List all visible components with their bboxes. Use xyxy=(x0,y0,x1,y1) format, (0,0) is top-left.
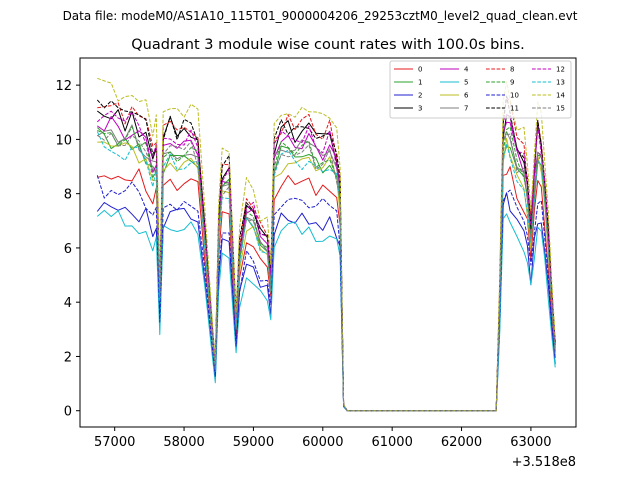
legend-label-8: 8 xyxy=(510,66,514,74)
legend-box xyxy=(389,60,572,119)
axes-frame xyxy=(79,57,577,428)
legend-label-9: 9 xyxy=(510,79,514,87)
y-tick-label: 2 xyxy=(64,350,72,365)
y-tick-label: 4 xyxy=(64,296,72,311)
axes: 57000 58000 59000 60000 61000 62000 63000 0 2 4 6 8… xyxy=(55,57,577,450)
legend-label-15: 15 xyxy=(556,105,565,113)
y-tick-label: 6 xyxy=(64,242,72,257)
legend-label-5: 5 xyxy=(464,79,468,87)
legend-label-7: 7 xyxy=(464,105,468,113)
x-tick-label: 62000 xyxy=(441,435,482,450)
series-line-13 xyxy=(96,131,556,412)
x-tick-label: 58000 xyxy=(163,435,204,450)
x-tick-label: 57000 xyxy=(94,435,135,450)
legend-label-13: 13 xyxy=(556,79,565,87)
chart-title: Quadrant 3 module wise count rates with … xyxy=(131,37,525,53)
legend-label-0: 0 xyxy=(418,66,422,74)
legend-label-12: 12 xyxy=(556,66,565,74)
legend-label-6: 6 xyxy=(464,92,469,100)
x-tick-label: 60000 xyxy=(302,435,343,450)
series-line-10 xyxy=(96,175,556,412)
chart-suptitle: Data file: modeM0/AS1A10_115T01_90000042… xyxy=(63,9,578,23)
legend-label-2: 2 xyxy=(418,92,422,100)
legend-label-10: 10 xyxy=(510,92,519,100)
x-tick-label: 59000 xyxy=(233,435,274,450)
y-tick-label: 10 xyxy=(55,133,72,148)
legend-label-4: 4 xyxy=(464,66,469,74)
x-offset-text: +3.518e8 xyxy=(512,455,576,470)
legend-label-11: 11 xyxy=(510,105,519,113)
x-tick-label: 61000 xyxy=(371,435,412,450)
plot-area xyxy=(96,77,556,412)
x-tick-label: 63000 xyxy=(510,435,551,450)
legend-label-14: 14 xyxy=(556,92,565,100)
series-line-9 xyxy=(97,126,556,412)
y-tick-label: 0 xyxy=(64,405,72,420)
series-line-12 xyxy=(96,110,556,412)
y-tick-label: 8 xyxy=(64,188,72,203)
legend-label-3: 3 xyxy=(418,105,422,113)
legend-label-1: 1 xyxy=(418,79,422,87)
series-line-15 xyxy=(97,132,556,412)
y-tick-label: 12 xyxy=(55,79,72,94)
